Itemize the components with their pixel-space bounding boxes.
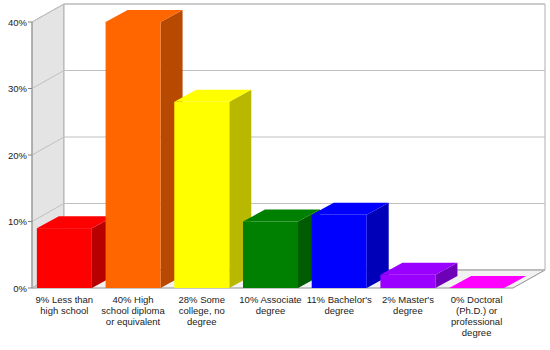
tick-mark bbox=[28, 22, 32, 23]
bar-top bbox=[380, 263, 457, 275]
category-label: 10% Associate degree bbox=[236, 294, 305, 316]
tick-label: 30% bbox=[8, 83, 28, 94]
bar-top bbox=[312, 203, 389, 215]
tick-label: 20% bbox=[8, 150, 28, 161]
bar bbox=[174, 90, 251, 288]
category-label: 9% Less than high school bbox=[30, 294, 99, 316]
bar-front bbox=[243, 222, 298, 289]
bar-front bbox=[380, 275, 435, 288]
category-label: 40% High school diploma or equivalent bbox=[99, 294, 168, 327]
bar-top bbox=[37, 216, 114, 228]
tick-mark bbox=[28, 221, 32, 222]
bar bbox=[243, 210, 320, 289]
bar bbox=[380, 263, 457, 288]
tick-mark bbox=[28, 155, 32, 156]
bar-front bbox=[37, 228, 92, 288]
category-label: 28% Some college, no degree bbox=[167, 294, 236, 327]
tick-label: 0% bbox=[13, 283, 27, 294]
bar-top bbox=[174, 90, 251, 102]
category-label: 2% Master's degree bbox=[374, 294, 443, 316]
bars bbox=[37, 10, 526, 288]
bar-top bbox=[106, 10, 183, 22]
category-label: 11% Bachelor's degree bbox=[305, 294, 374, 316]
bar-front bbox=[174, 102, 229, 288]
tick-mark bbox=[28, 88, 32, 89]
bar-top bbox=[449, 276, 526, 288]
bar bbox=[312, 203, 389, 288]
bar bbox=[37, 216, 114, 288]
bar-front bbox=[312, 215, 367, 288]
bar bbox=[449, 276, 526, 288]
bar-front bbox=[106, 22, 161, 288]
bar-front bbox=[449, 288, 504, 289]
category-label: 0% Doctoral (Ph.D.) or professional degr… bbox=[442, 294, 511, 338]
bar bbox=[106, 10, 183, 288]
chart: {"chart_data": {"type": "bar", "categori… bbox=[0, 0, 550, 350]
bar-top bbox=[243, 210, 320, 222]
tick-mark bbox=[28, 288, 32, 289]
y-axis bbox=[32, 22, 33, 288]
tick-label: 10% bbox=[8, 216, 28, 227]
tick-label: 40% bbox=[8, 17, 28, 28]
grid-line bbox=[32, 4, 545, 22]
